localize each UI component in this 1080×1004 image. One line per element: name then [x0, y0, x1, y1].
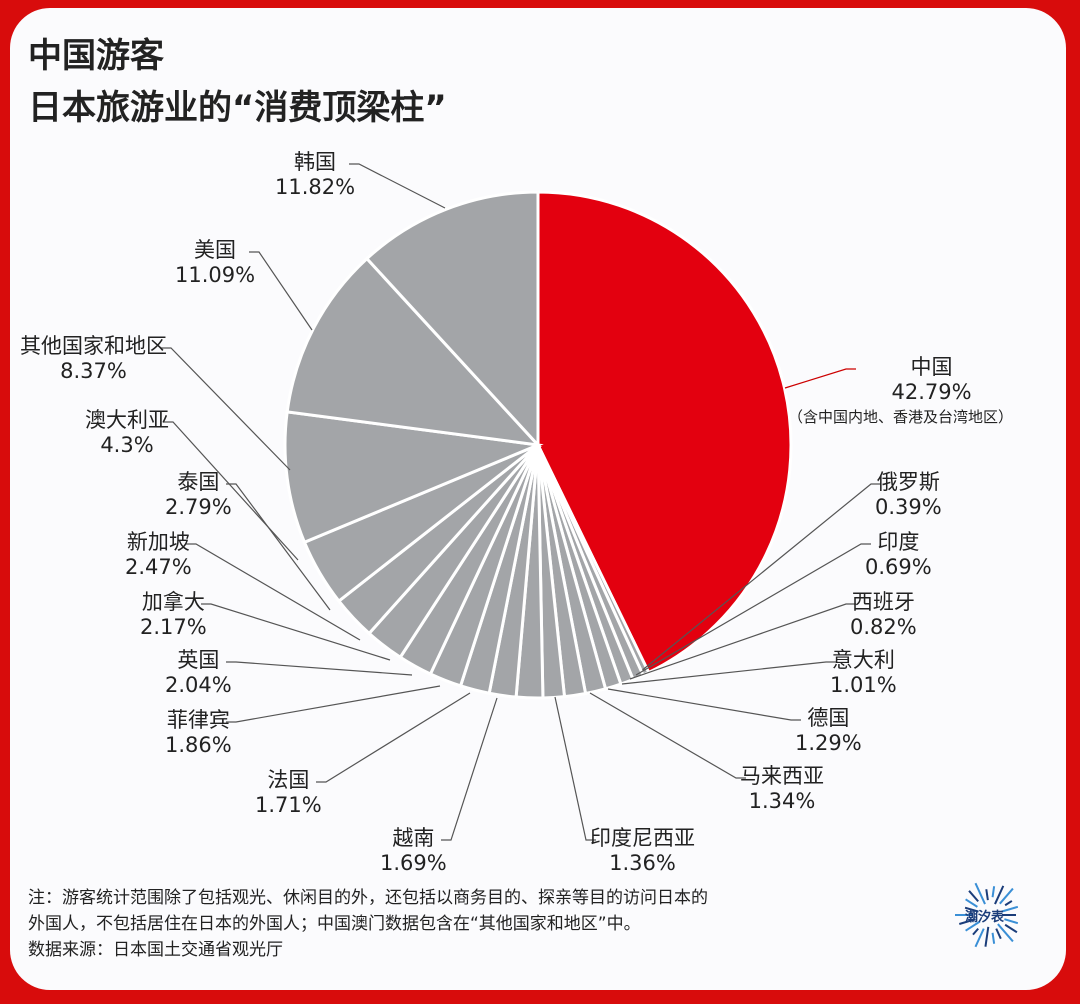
slice-label-value: 4.3% [100, 433, 154, 457]
leader-line [249, 251, 313, 331]
slice-label-name: 新加坡 [126, 530, 190, 554]
slice-label: 美国 11.09% [175, 238, 255, 288]
slice-label-name: 德国 [807, 706, 850, 730]
title-line-2: 日本旅游业的“消费顶梁柱” [28, 88, 447, 128]
leader-line [163, 421, 299, 561]
slice-label-name: 其他国家和地区 [20, 334, 167, 358]
leader-line [589, 692, 746, 779]
slice-label-value: 1.29% [795, 731, 862, 755]
leader-line [441, 697, 498, 841]
logo: 潮汐表 [955, 880, 1025, 950]
pie-slice-19 [364, 190, 540, 449]
leader-line [226, 685, 441, 723]
slice-label-value: 1.69% [380, 851, 447, 875]
pie-slice-18 [285, 256, 542, 448]
slice-label-value: 1.86% [165, 733, 232, 757]
slice-label-name: 俄罗斯 [876, 470, 940, 494]
slice-label-value: 1.36% [609, 851, 676, 875]
slice-label-name: 菲律宾 [166, 708, 230, 732]
slice-label: 德国 1.29% [795, 706, 862, 756]
slice-label-value: 0.69% [865, 555, 932, 579]
slice-label: 加拿大 2.17% [140, 590, 207, 640]
slice-label-name: 澳大利亚 [85, 408, 169, 432]
leader-line [161, 347, 291, 471]
slice-label: 中国 42.79% （含中国内地、香港及台湾地区） [788, 355, 1013, 430]
pie-slice-17 [283, 410, 544, 545]
slice-label-name: 加拿大 [141, 590, 205, 614]
leader-line [621, 661, 836, 685]
slice-label-value: 11.82% [275, 175, 356, 199]
slice-label: 印度尼西亚 1.36% [590, 826, 695, 876]
leader-line [349, 163, 446, 209]
slice-label-value: 42.79% [891, 380, 972, 404]
leader-line [784, 368, 856, 389]
slice-label-value: 2.04% [165, 673, 232, 697]
slice-label-name: 美国 [194, 238, 237, 262]
starburst-logo-icon [955, 882, 1019, 948]
slice-label-name: 印度 [877, 530, 920, 554]
source-line: 数据来源：日本国土交通省观光厅 [28, 940, 283, 960]
slice-label-name: 马来西亚 [740, 764, 824, 788]
leader-line [639, 483, 881, 673]
slice-label-name: 西班牙 [851, 590, 915, 614]
slice-label: 西班牙 0.82% [850, 590, 917, 640]
leader-line [226, 661, 413, 676]
leader-line [554, 696, 596, 841]
pie-slice-1 [536, 190, 793, 675]
slice-label-value: 0.82% [850, 615, 917, 639]
slice-label: 法国 1.71% [255, 768, 322, 818]
chart-title: 中国游客 日本旅游业的“消费顶梁柱” [28, 30, 447, 134]
slice-label-value: 0.39% [875, 495, 942, 519]
slice-label: 俄罗斯 0.39% [875, 470, 942, 520]
footnote: 注：游客统计范围除了包括观光、休闲目的外，还包括以商务目的、探亲等目的访问日本的… [28, 885, 948, 963]
slice-label-name: 泰国 [177, 470, 220, 494]
slice-label: 新加坡 2.47% [125, 530, 192, 580]
slice-label: 印度 0.69% [865, 530, 932, 580]
leader-line [186, 543, 361, 641]
slice-label-name: 印度尼西亚 [590, 826, 695, 850]
slice-label-value: 1.01% [830, 673, 897, 697]
leader-line [635, 543, 871, 676]
slice-label-value: 2.47% [125, 555, 192, 579]
slice-label: 澳大利亚 4.3% [85, 408, 169, 458]
slice-label-name: 法国 [267, 768, 310, 792]
slice-label: 越南 1.69% [380, 826, 447, 876]
leader-line [316, 692, 471, 783]
note-line-2: 外国人，不包括居住在日本的外国人；中国澳门数据包含在“其他国家和地区”中。 [28, 914, 641, 934]
slice-label: 马来西亚 1.34% [740, 764, 824, 814]
slice-label-name: 中国 [910, 355, 953, 379]
slice-label: 英国 2.04% [165, 648, 232, 698]
slice-label: 其他国家和地区 8.37% [20, 334, 167, 384]
slice-label-name: 意大利 [831, 648, 895, 672]
slice-label-value: 1.34% [748, 789, 816, 813]
slice-label-name: 英国 [177, 648, 220, 672]
leader-line [629, 603, 856, 680]
leader-line [201, 603, 391, 661]
leader-line [607, 688, 801, 721]
slice-label-value: 8.37% [60, 359, 127, 383]
slice-label-value: 1.71% [255, 793, 322, 817]
slice-label-value: 2.17% [140, 615, 207, 639]
slice-label: 韩国 11.82% [275, 150, 355, 200]
slice-label-note: （含中国内地、香港及台湾地区） [788, 408, 1014, 426]
slice-label: 菲律宾 1.86% [165, 708, 232, 758]
slice-label: 泰国 2.79% [165, 470, 232, 520]
slice-label-value: 11.09% [175, 263, 256, 287]
title-line-1: 中国游客 [28, 36, 164, 76]
slice-label: 意大利 1.01% [830, 648, 897, 698]
slice-label-name: 越南 [392, 826, 435, 850]
slice-label-name: 韩国 [294, 150, 337, 174]
note-line-1: 注：游客统计范围除了包括观光、休闲目的外，还包括以商务目的、探亲等目的访问日本的 [28, 888, 708, 908]
slice-label-value: 2.79% [165, 495, 232, 519]
